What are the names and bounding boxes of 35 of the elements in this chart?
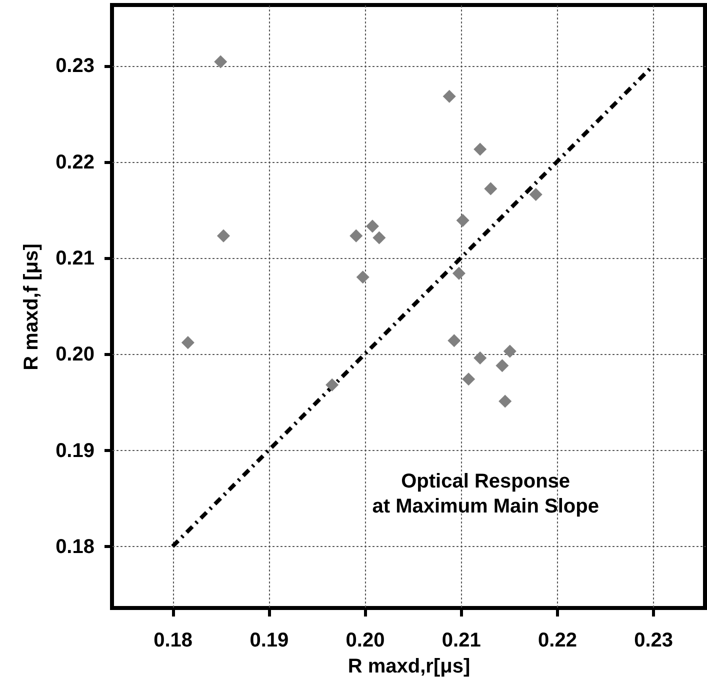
point (462, 372, 476, 386)
y-tick-label: 0.20 (56, 344, 94, 366)
y-tick-label: 0.23 (56, 55, 94, 78)
point (498, 394, 512, 408)
x-tick-label: 0.20 (346, 630, 385, 652)
point (496, 359, 509, 372)
y-tick-label: 0.19 (56, 440, 94, 462)
x-tick-label: 0.21 (442, 630, 481, 652)
point (356, 270, 370, 284)
y-tick-label: 0.18 (56, 536, 94, 558)
point (452, 266, 466, 280)
point (503, 344, 516, 358)
point (529, 188, 542, 201)
point (372, 231, 386, 244)
point (474, 351, 487, 364)
y-tick-label: 0.22 (56, 151, 94, 174)
x-axis-title: R maxd,r[μs] (348, 656, 470, 678)
x-tick-label: 0.18 (154, 630, 193, 652)
point (216, 229, 230, 242)
point (484, 182, 498, 196)
x-tick-label: 0.19 (250, 630, 289, 652)
point (350, 229, 363, 242)
annotation: Optical Response at Maximum Main Slope (372, 470, 599, 518)
point (214, 55, 228, 68)
point (456, 214, 470, 227)
x-tick-label: 0.22 (538, 630, 577, 652)
point (442, 90, 456, 103)
point (366, 220, 379, 233)
y-axis-title: R maxd,f [μs] (20, 244, 43, 370)
point (181, 336, 194, 350)
point (326, 378, 339, 392)
x-tick-label: 0.23 (634, 630, 674, 652)
point (474, 142, 487, 156)
y-tick-label: 0.21 (56, 247, 94, 270)
point (448, 334, 461, 348)
